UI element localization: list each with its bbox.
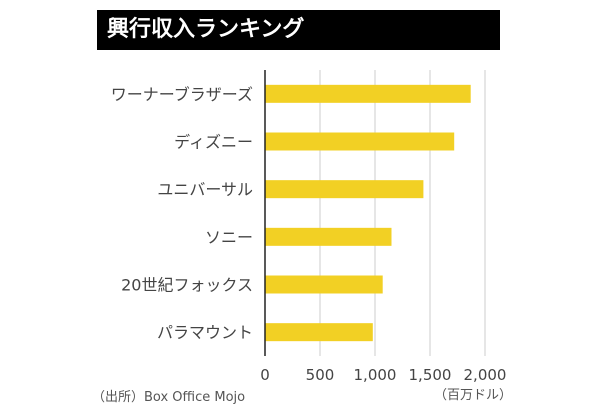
bar [265,227,392,246]
x-tick-label: 2,000 [464,366,507,384]
bar [265,323,373,342]
x-tick-label: 0 [260,366,270,384]
category-label: ディズニー [174,133,253,152]
title-bar: 興行収入ランキング [97,10,500,50]
chart-title: 興行収入ランキング [107,17,305,42]
x-tick-label: 500 [306,366,335,384]
x-tick-label: 1,000 [354,366,397,384]
bar [265,84,471,103]
bar [265,180,424,199]
category-label: 20世紀フォックス [121,276,253,295]
label-layer: 0 500 1,000 1,500 2,000 ワーナーブラザーズディズニーユニバーサルソ… [111,85,507,384]
x-tick-label: 1,500 [409,366,452,384]
category-label: ユニバーサル [157,180,253,199]
grid-layer [319,70,486,356]
category-label: ソニー [205,228,253,247]
bar [265,275,383,294]
source-note: （出所）Box Office Mojo [92,390,246,405]
unit-label: （百万ドル） [433,388,512,403]
bar-layer [265,84,471,342]
bar [265,132,455,151]
category-label: ワーナーブラザーズ [111,85,253,104]
category-label: パラマウント [157,323,253,342]
